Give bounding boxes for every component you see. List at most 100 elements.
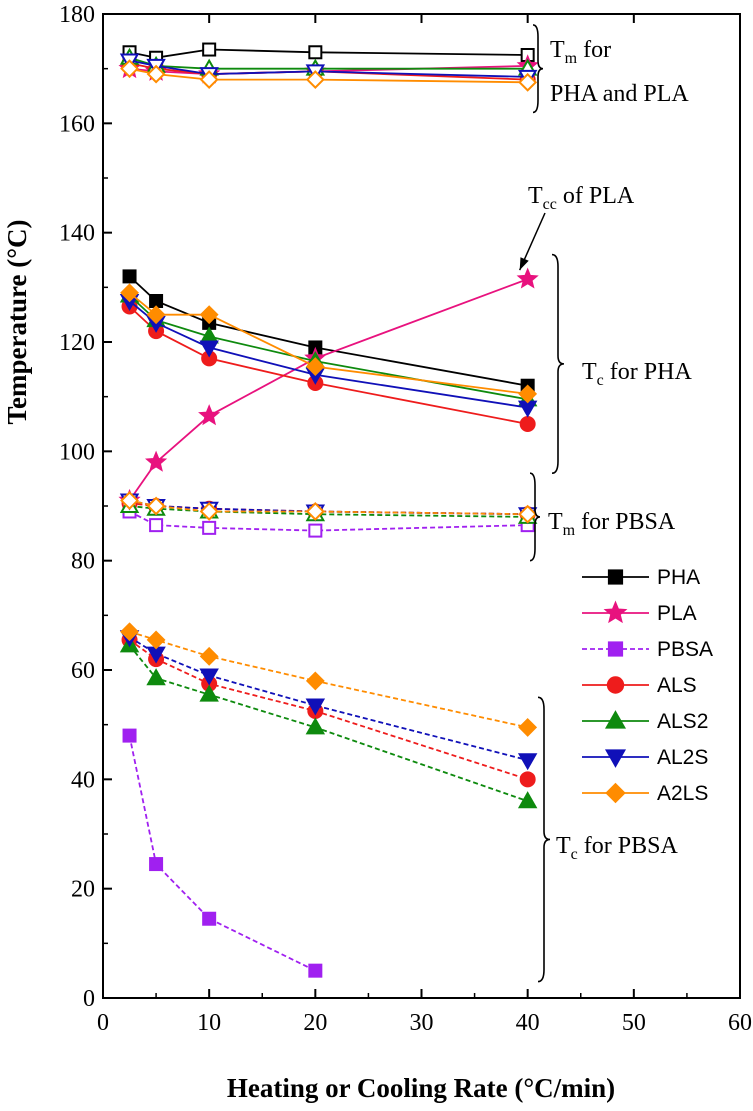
y-tick-label: 0 bbox=[83, 986, 95, 1012]
legend-item-als: ALS bbox=[582, 674, 697, 697]
data-point bbox=[518, 504, 538, 524]
data-point bbox=[305, 698, 326, 716]
annotations: Tm for PHA and PLA Tcc of PLA Tc for PHA Tm … bbox=[518, 24, 692, 983]
legend-label: A2LS bbox=[657, 782, 708, 805]
data-point bbox=[518, 717, 538, 737]
x-tick-label: 20 bbox=[303, 1010, 327, 1036]
data-point bbox=[517, 753, 538, 771]
data-point bbox=[517, 400, 538, 418]
series-als-tc bbox=[121, 298, 536, 432]
annotation-arrowhead bbox=[519, 257, 529, 271]
series-als-tm-pbsa bbox=[121, 495, 536, 523]
annotation-label-line2: PHA and PLA bbox=[550, 81, 689, 107]
legend-label: PHA bbox=[657, 566, 700, 589]
data-point bbox=[149, 294, 164, 308]
annotation-label: Tc for PBSA bbox=[556, 833, 678, 863]
data-point bbox=[122, 269, 137, 284]
series-al2s-tm-pbsa bbox=[119, 493, 538, 525]
annotation-tm-pha-pla: Tm for PHA and PLA bbox=[532, 24, 689, 114]
series-line bbox=[129, 636, 528, 762]
y-tick-label: 60 bbox=[71, 658, 95, 684]
brace bbox=[537, 696, 551, 983]
annotation-tm-pbsa: Tm for PBSA bbox=[529, 472, 676, 562]
legend-label: PLA bbox=[657, 602, 697, 625]
series-line bbox=[128, 278, 529, 502]
y-tick-label: 80 bbox=[71, 549, 95, 575]
data-point bbox=[146, 496, 166, 516]
series-pha-tm bbox=[122, 42, 535, 65]
series-line bbox=[129, 48, 528, 59]
series-line bbox=[128, 735, 316, 972]
y-tick-label: 160 bbox=[59, 111, 95, 137]
data-point bbox=[199, 305, 219, 325]
x-tick-label: 0 bbox=[97, 1010, 109, 1036]
legend-item-a2ls: A2LS bbox=[582, 782, 708, 805]
series-als2-tm-pbsa bbox=[119, 495, 538, 524]
x-tick-label: 40 bbox=[516, 1010, 540, 1036]
data-point bbox=[120, 622, 139, 642]
data-point bbox=[149, 518, 164, 533]
data-point bbox=[199, 340, 219, 358]
brace bbox=[529, 472, 541, 562]
series-line bbox=[129, 630, 528, 729]
legend-marker bbox=[607, 569, 624, 585]
series-a2ls-tc bbox=[120, 283, 538, 404]
data-point bbox=[199, 70, 219, 90]
y-tick-label: 180 bbox=[59, 2, 95, 28]
legend-item-als2: ALS2 bbox=[582, 710, 708, 733]
data-point bbox=[305, 357, 325, 377]
legend-marker bbox=[605, 782, 626, 804]
annotation-tcc-pla: Tcc of PLA bbox=[518, 183, 635, 271]
data-point bbox=[198, 404, 221, 426]
legend-marker bbox=[604, 749, 627, 768]
series-line bbox=[129, 499, 528, 516]
data-point bbox=[519, 771, 536, 788]
y-tick-label: 120 bbox=[59, 330, 95, 356]
data-point bbox=[199, 502, 219, 521]
series-al2s-tc-pbsa bbox=[119, 630, 538, 771]
legend-item-pla: PLA bbox=[582, 600, 697, 625]
series-line bbox=[129, 510, 528, 532]
data-point bbox=[305, 717, 326, 735]
x-tick-label: 30 bbox=[410, 1010, 434, 1036]
series-pbsa-tm-pbsa bbox=[122, 504, 535, 538]
series-a2ls-tm bbox=[120, 59, 538, 92]
legend-label: PBSA bbox=[657, 638, 713, 661]
data-point bbox=[516, 267, 539, 289]
data-point bbox=[202, 911, 217, 926]
data-point bbox=[120, 491, 139, 510]
data-point bbox=[518, 72, 538, 92]
y-tick-label: 140 bbox=[59, 221, 95, 247]
data-point bbox=[308, 523, 323, 538]
data-point bbox=[120, 59, 139, 79]
legend-marker bbox=[607, 641, 624, 657]
x-axis-title: Heating or Cooling Rate (°C/min) bbox=[227, 1073, 615, 1103]
legend-item-al2s: AL2S bbox=[582, 746, 708, 769]
axes: 0 10 20 30 40 50 60 0 20 40 60 80 100 120 140 160 180 bbox=[59, 2, 752, 1036]
legend-marker bbox=[604, 710, 627, 729]
y-tick-label: 100 bbox=[59, 439, 95, 465]
legend-marker bbox=[603, 600, 628, 624]
data-point bbox=[308, 45, 323, 60]
plot-area bbox=[118, 42, 539, 978]
series-line bbox=[128, 292, 528, 395]
legend-label: ALS2 bbox=[657, 710, 708, 733]
x-tick-label: 50 bbox=[622, 1010, 646, 1036]
data-point bbox=[149, 857, 164, 872]
series-pha-tc bbox=[122, 269, 535, 393]
series-line bbox=[128, 644, 528, 803]
y-tick-label: 20 bbox=[71, 877, 95, 903]
annotation-label: Tcc of PLA bbox=[528, 183, 635, 213]
data-point bbox=[308, 963, 323, 978]
series-line bbox=[129, 505, 528, 518]
data-point bbox=[305, 671, 325, 691]
data-point bbox=[199, 668, 219, 686]
series-als2-tc-pbsa bbox=[119, 635, 538, 809]
brace bbox=[532, 24, 544, 114]
data-point bbox=[519, 416, 536, 432]
data-point bbox=[199, 684, 219, 702]
y-axis-title: Temperature (°C) bbox=[2, 219, 32, 424]
annotation-label: Tm for PBSA bbox=[548, 509, 676, 539]
data-point bbox=[202, 520, 217, 535]
